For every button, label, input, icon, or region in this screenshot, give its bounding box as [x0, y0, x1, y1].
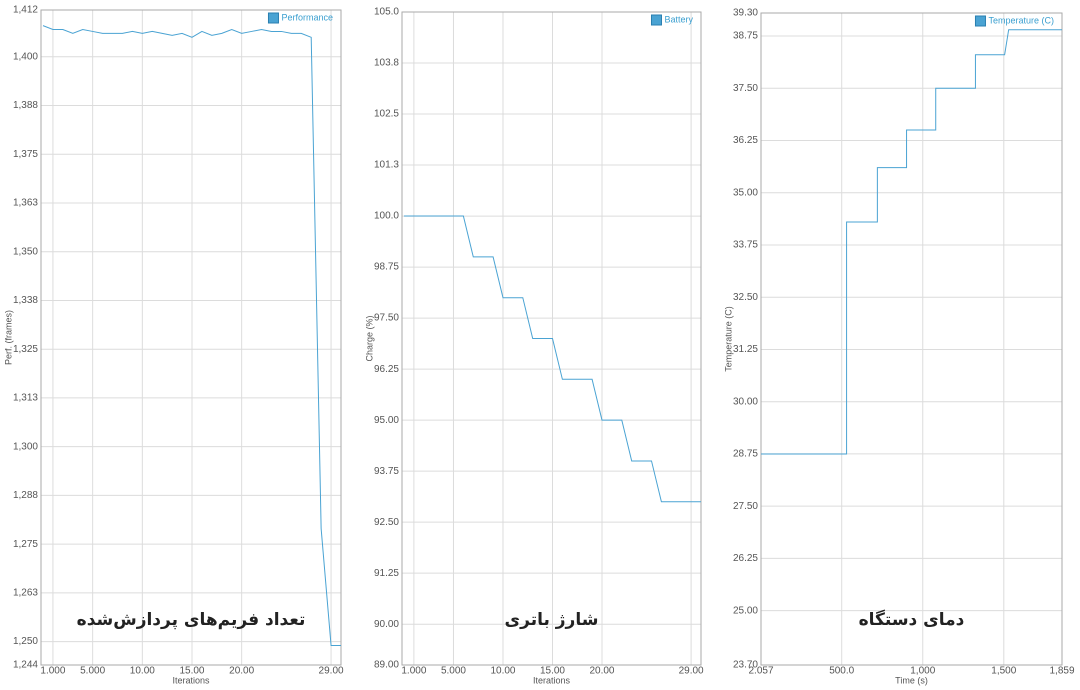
y-tick-label: 38.75 — [733, 31, 758, 42]
y-tick-label: 1,412 — [13, 5, 38, 16]
legend-swatch — [650, 14, 662, 26]
x-tick-label: 1,000 — [910, 666, 935, 677]
y-tick-label: 1,244 — [13, 660, 38, 671]
y-tick-label: 1,363 — [13, 198, 38, 209]
y-tick-label: 96.25 — [374, 364, 399, 375]
x-tick-label: 20.00 — [589, 666, 614, 677]
y-tick-label: 90.00 — [374, 619, 399, 630]
y-tick-label: 30.00 — [733, 396, 758, 407]
y-tick-label: 27.50 — [733, 501, 758, 512]
y-tick-label: 1,350 — [13, 246, 38, 257]
chart-annotation: دمای دستگاه — [859, 609, 965, 630]
y-tick-label: 1,400 — [13, 51, 38, 62]
legend-label: Temperature (C) — [988, 15, 1054, 25]
plot-area — [761, 13, 1062, 665]
y-tick-label: 28.75 — [733, 449, 758, 460]
data-line — [403, 215, 701, 503]
chart-annotation: شارژ باتری — [505, 610, 599, 630]
y-tick-label: 92.50 — [374, 517, 399, 528]
x-tick-label: 20.00 — [229, 666, 254, 677]
plot-frame — [401, 11, 702, 666]
y-axis-label: Perf. (frames) — [3, 310, 13, 365]
y-tick-label: 98.75 — [374, 262, 399, 273]
x-tick-label: 1.000 — [401, 666, 426, 677]
x-tick-label: 500.0 — [829, 666, 854, 677]
x-tick-label: 10.00 — [130, 666, 155, 677]
y-tick-label: 26.25 — [733, 553, 758, 564]
x-axis-label: Iterations — [172, 675, 210, 685]
legend-label: Performance — [281, 12, 333, 22]
chart-panel: 1,244 1,250 1,263 1,275 1,288 1,300 1,313 1,325… — [3, 5, 344, 686]
legend-swatch — [974, 15, 986, 27]
y-tick-label: 89.00 — [374, 660, 399, 671]
x-tick-label: 29.00 — [679, 666, 704, 677]
chart-panel: 23.70 25.00 26.25 27.50 28.75 30.00 31.25 32.50… — [723, 8, 1075, 686]
x-tick-label: 1,859 — [1049, 666, 1074, 677]
data-line — [761, 29, 1062, 455]
y-axis-label: Temperature (C) — [723, 306, 733, 372]
y-tick-label: 1,388 — [13, 100, 38, 111]
y-tick-label: 33.75 — [733, 240, 758, 251]
y-tick-label: 1,375 — [13, 149, 38, 160]
legend-swatch — [267, 12, 279, 24]
x-tick-label: 10.00 — [490, 666, 515, 677]
x-tick-label: 1,500 — [991, 666, 1016, 677]
y-tick-label: 36.25 — [733, 135, 758, 146]
y-tick-label: 1,250 — [13, 636, 38, 647]
y-tick-label: 1,313 — [13, 393, 38, 404]
plot-frame — [40, 9, 342, 666]
x-axis-label: Iterations — [533, 675, 571, 685]
y-tick-label: 95.00 — [374, 415, 399, 426]
x-tick-label: 2.057 — [748, 666, 773, 677]
y-tick-label: 35.00 — [733, 187, 758, 198]
y-tick-label: 23.70 — [733, 660, 758, 671]
y-tick-label: 101.3 — [374, 160, 399, 171]
y-tick-label: 93.75 — [374, 466, 399, 477]
y-tick-label: 32.50 — [733, 292, 758, 303]
x-tick-label: 29.00 — [319, 666, 344, 677]
y-tick-label: 1,300 — [13, 441, 38, 452]
data-line — [42, 25, 341, 647]
x-tick-label: 15.00 — [540, 666, 565, 677]
x-axis-label: Time (s) — [895, 675, 928, 685]
y-tick-label: 39.30 — [733, 8, 758, 19]
y-tick-label: 1,325 — [13, 344, 38, 355]
y-tick-label: 103.8 — [374, 58, 399, 69]
plot-area — [41, 10, 341, 665]
y-tick-label: 25.00 — [733, 605, 758, 616]
y-tick-label: 102.5 — [374, 109, 399, 120]
y-tick-label: 1,338 — [13, 295, 38, 306]
y-tick-label: 100.0 — [374, 211, 399, 222]
y-tick-label: 97.50 — [374, 313, 399, 324]
y-tick-label: 105.0 — [374, 7, 399, 18]
legend-label: Battery — [664, 14, 693, 24]
x-tick-label: 15.00 — [179, 666, 204, 677]
plot-frame — [760, 12, 1063, 666]
y-tick-label: 31.25 — [733, 344, 758, 355]
y-tick-label: 1,263 — [13, 588, 38, 599]
y-tick-label: 1,288 — [13, 490, 38, 501]
x-tick-label: 1.000 — [40, 666, 65, 677]
y-tick-label: 91.25 — [374, 568, 399, 579]
x-tick-label: 5.000 — [80, 666, 105, 677]
y-tick-label: 1,275 — [13, 539, 38, 550]
x-tick-label: 5.000 — [441, 666, 466, 677]
chart-annotation: تعداد فریم‌های پردازش‌شده — [77, 610, 306, 630]
y-tick-label: 37.50 — [733, 83, 758, 94]
y-axis-label: Charge (%) — [364, 315, 374, 361]
chart-panel: 89.00 90.00 91.25 92.50 93.75 95.00 96.25 97.50… — [364, 7, 704, 686]
